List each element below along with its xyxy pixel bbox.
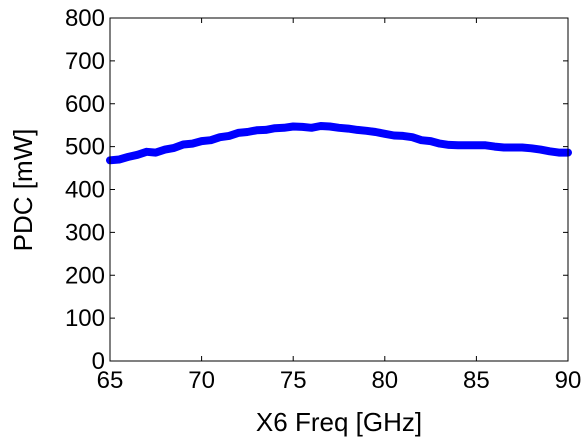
x-tick-label: 70 — [188, 367, 215, 394]
x-tick-label: 80 — [371, 367, 398, 394]
x-axis-label: X6 Freq [GHz] — [256, 407, 422, 437]
y-tick-label: 700 — [65, 48, 105, 75]
x-tick-label: 85 — [463, 367, 490, 394]
x-axis-ticks: 65 70 75 80 85 90 — [97, 18, 582, 394]
x-tick-label: 75 — [280, 367, 307, 394]
y-tick-label: 400 — [65, 177, 105, 204]
y-tick-label: 200 — [65, 262, 105, 289]
y-tick-label: 100 — [65, 305, 105, 332]
y-axis-ticks: 0 100 200 300 400 500 600 700 800 — [65, 5, 568, 375]
series-line — [106, 122, 572, 165]
y-axis-label: PDC [mW] — [8, 129, 38, 252]
y-tick-label: 0 — [92, 348, 105, 375]
plot-frame — [109, 17, 569, 362]
x-tick-label: 90 — [555, 367, 582, 394]
y-tick-label: 300 — [65, 219, 105, 246]
plot-background — [110, 18, 568, 361]
y-tick-label: 800 — [65, 5, 105, 32]
y-tick-label: 500 — [65, 134, 105, 161]
y-tick-label: 600 — [65, 91, 105, 118]
x-tick-label: 65 — [97, 367, 124, 394]
